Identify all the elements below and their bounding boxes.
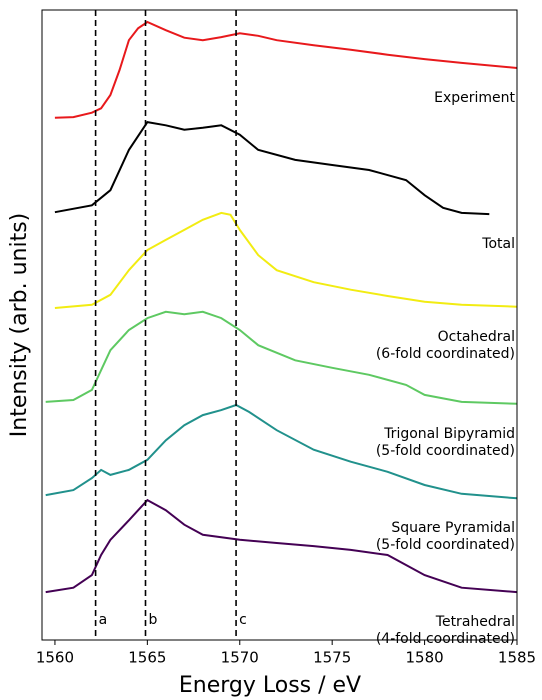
series-label: Tetrahedral (4-fold coordinated) [375, 614, 515, 648]
series-label: Square Pyramidal (5-fold coordinated) [375, 520, 515, 554]
series-line [54, 121, 490, 216]
x-tick-label: 1575 [313, 649, 351, 667]
series-label: Total [482, 236, 515, 253]
series-label: Trigonal Bipyramid (5-fold coordinated) [375, 425, 515, 459]
x-tick-label: 1565 [128, 649, 166, 667]
series-label: Octahedral (6-fold coordinated) [375, 328, 515, 362]
series-line [45, 498, 518, 594]
x-tick-label: 1580 [405, 649, 443, 667]
x-tick-label: 1560 [36, 649, 74, 667]
series-line [54, 211, 518, 309]
series-label: Experiment [434, 89, 515, 106]
series-line [45, 310, 518, 405]
x-tick-label: 1585 [498, 649, 536, 667]
series-line [45, 403, 518, 500]
series-line [54, 20, 518, 119]
x-tick-label: 1570 [221, 649, 259, 667]
marker-label: b [149, 612, 158, 628]
y-axis-label: Intensity (arb. units) [7, 213, 32, 437]
marker-label: a [99, 612, 108, 628]
marker-label: c [239, 612, 247, 628]
plot-frame [41, 9, 518, 641]
x-axis-label: Energy Loss / eV [179, 673, 361, 698]
